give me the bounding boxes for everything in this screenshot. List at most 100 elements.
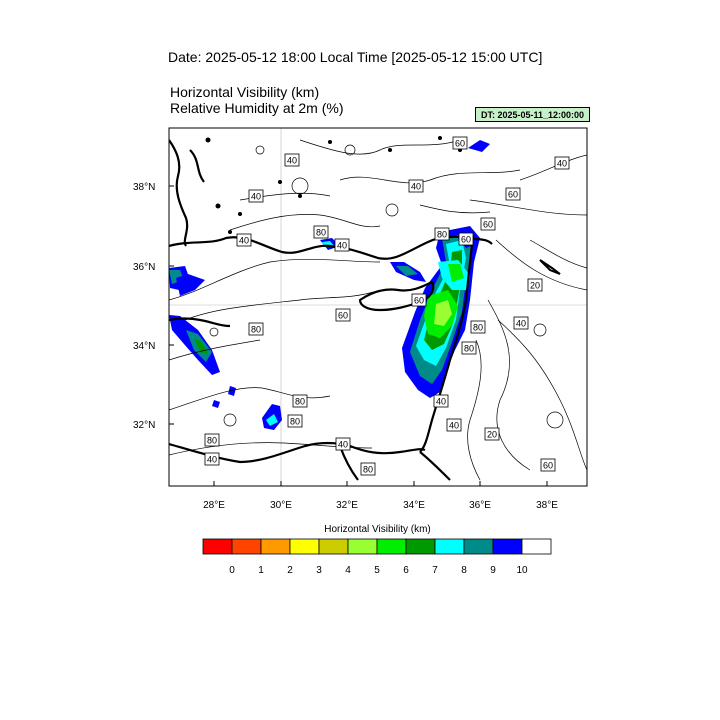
contour-label: 80 — [360, 462, 376, 476]
svg-text:40: 40 — [251, 192, 261, 202]
colorbar-swatch — [260, 538, 291, 555]
contour-label: 40 — [204, 452, 220, 466]
colorbar-swatch — [521, 538, 552, 555]
colorbar-tick-label: 2 — [287, 565, 293, 576]
humidity-contours — [169, 139, 587, 481]
contour-label: 40 — [334, 238, 350, 252]
contour-label: 80 — [313, 225, 329, 239]
svg-text:40: 40 — [207, 455, 217, 465]
colorbar-tick-label: 0 — [229, 565, 235, 576]
visibility-fill — [169, 140, 490, 430]
colorbar-swatch — [463, 538, 494, 555]
svg-text:80: 80 — [464, 344, 474, 354]
colorbar-tick-label: 5 — [374, 565, 380, 576]
map-content — [169, 128, 587, 486]
svg-text:80: 80 — [473, 323, 483, 333]
colorbar-swatch — [289, 538, 320, 555]
svg-text:60: 60 — [414, 296, 424, 306]
colorbar-title: Horizontal Visibility (km) — [324, 524, 431, 535]
contour-label: 60 — [480, 217, 496, 231]
colorbar-tick-label: 6 — [403, 565, 409, 576]
svg-text:80: 80 — [207, 436, 217, 446]
svg-text:40: 40 — [557, 159, 567, 169]
svg-text:40: 40 — [436, 397, 446, 407]
colorbar-swatch — [347, 538, 378, 555]
contour-label: 80 — [470, 320, 486, 334]
lake-outline — [539, 259, 561, 275]
svg-text:80: 80 — [316, 228, 326, 238]
contour-label: 40 — [284, 153, 300, 167]
svg-text:80: 80 — [290, 417, 300, 427]
colorbar-tick-label: 1 — [258, 565, 264, 576]
svg-text:20: 20 — [530, 281, 540, 291]
svg-text:80: 80 — [437, 230, 447, 240]
contour-label: 60 — [540, 458, 556, 472]
lon-label-32: 32°E — [336, 500, 358, 511]
contour-label: 60 — [458, 232, 474, 246]
svg-text:40: 40 — [411, 182, 421, 192]
colorbar-tick-label: 9 — [490, 565, 496, 576]
coastlines — [169, 139, 493, 481]
colorbar-swatch — [434, 538, 465, 555]
contour-labels: 40 60 40 40 40 60 80 40 40 60 20 40 80 60 80 60 80 80 80 40… — [204, 136, 570, 476]
svg-text:20: 20 — [487, 430, 497, 440]
contour-label: 80 — [292, 394, 308, 408]
contour-label: 80 — [204, 433, 220, 447]
date-line: Date: 2025-05-12 18:00 Local Time [2025-… — [168, 49, 543, 65]
contour-label: 60 — [335, 308, 351, 322]
contour-label: 60 — [411, 293, 427, 307]
lat-label-32: 32°N — [133, 420, 155, 431]
svg-text:60: 60 — [543, 461, 553, 471]
svg-text:80: 80 — [295, 397, 305, 407]
svg-text:60: 60 — [508, 190, 518, 200]
islands — [205, 136, 462, 234]
colorbar — [202, 538, 552, 555]
contour-label: 40 — [236, 233, 252, 247]
contour-label: 40 — [248, 189, 264, 203]
colorbar-tick-label: 7 — [432, 565, 438, 576]
colorbar-tick-label: 10 — [516, 565, 528, 576]
colorbar-swatch — [492, 538, 523, 555]
graticule — [169, 128, 587, 486]
init-time-badge: DT: 2025-05-11_12:00:00 — [475, 107, 590, 122]
svg-text:60: 60 — [483, 220, 493, 230]
lat-label-36: 36°N — [133, 262, 155, 273]
contour-label: 60 — [452, 136, 468, 150]
contour-label: 40 — [513, 316, 529, 330]
contour-label: 80 — [434, 227, 450, 241]
lon-label-38: 38°E — [536, 500, 558, 511]
contour-label: 80 — [248, 322, 264, 336]
svg-text:40: 40 — [449, 421, 459, 431]
colorbar-tick-label: 4 — [345, 565, 351, 576]
lon-label-36: 36°E — [469, 500, 491, 511]
svg-text:60: 60 — [461, 235, 471, 245]
variable-title-humidity: Relative Humidity at 2m (%) — [170, 100, 344, 116]
lon-label-30: 30°E — [270, 500, 292, 511]
svg-text:60: 60 — [338, 311, 348, 321]
svg-text:40: 40 — [287, 156, 297, 166]
colorbar-tick-label: 8 — [461, 565, 467, 576]
contour-label: 80 — [461, 341, 477, 355]
contour-label: 20 — [527, 278, 543, 292]
colorbar-labels: 0 1 2 3 4 5 6 7 8 9 10 — [229, 565, 528, 576]
lon-label-34: 34°E — [403, 500, 425, 511]
svg-text:40: 40 — [337, 241, 347, 251]
colorbar-swatch — [405, 538, 436, 555]
contour-label: 40 — [433, 394, 449, 408]
svg-text:40: 40 — [338, 440, 348, 450]
lat-label-38: 38°N — [133, 182, 155, 193]
svg-text:80: 80 — [363, 465, 373, 475]
contour-label: 20 — [484, 427, 500, 441]
colorbar-swatch — [376, 538, 407, 555]
colorbar-swatch — [202, 538, 233, 555]
lon-label-28: 28°E — [203, 500, 225, 511]
contour-label: 60 — [505, 187, 521, 201]
svg-text:40: 40 — [239, 236, 249, 246]
map-frame — [168, 127, 588, 487]
variable-title-visibility: Horizontal Visibility (km) — [170, 84, 320, 100]
lat-label-34: 34°N — [133, 341, 155, 352]
svg-text:40: 40 — [516, 319, 526, 329]
axis-ticks — [169, 185, 548, 486]
svg-text:60: 60 — [455, 139, 465, 149]
